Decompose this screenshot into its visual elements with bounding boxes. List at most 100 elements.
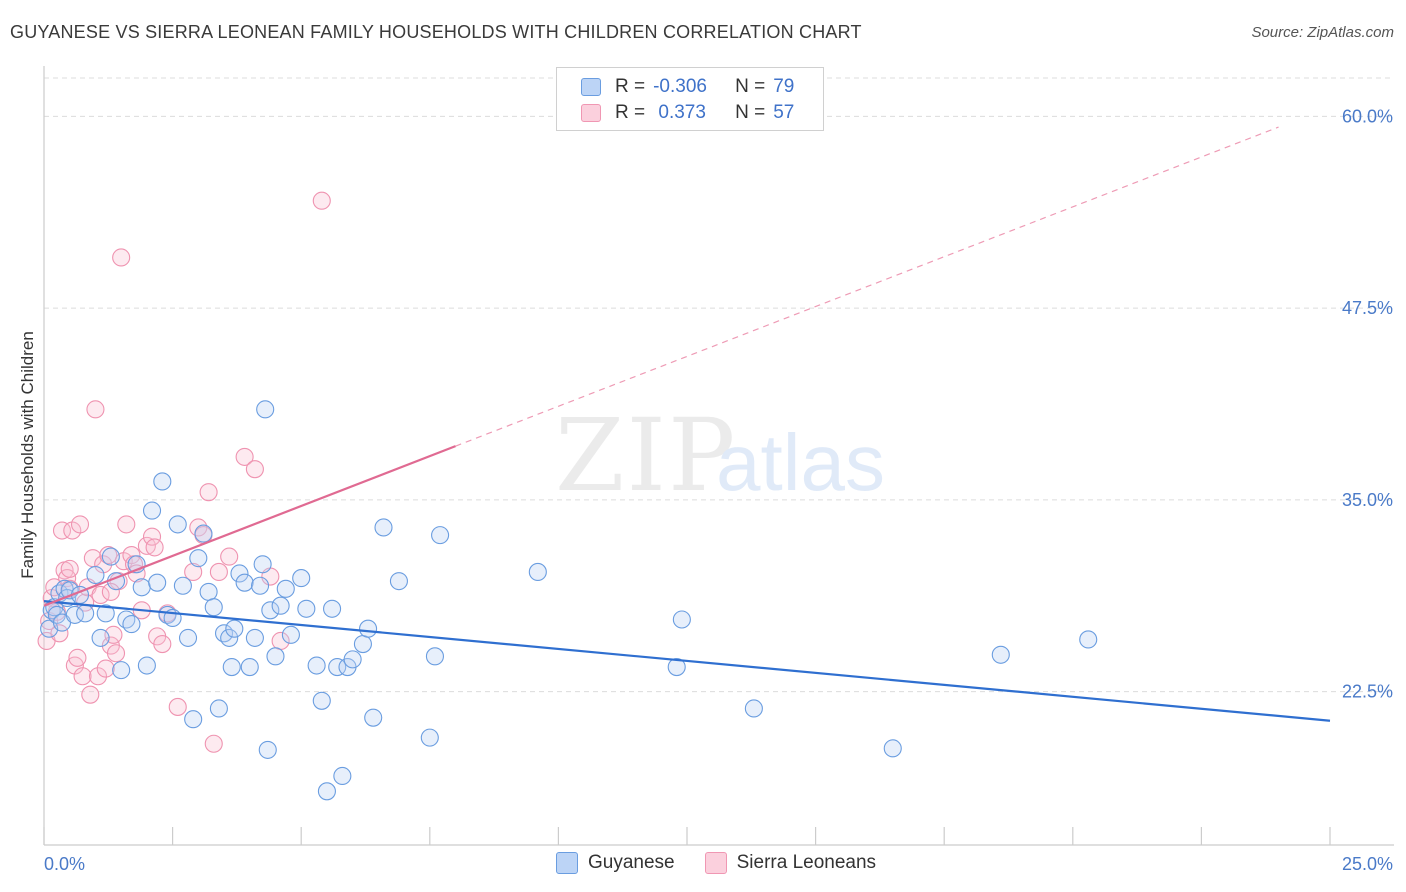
legend-item-sierra-leoneans[interactable]: Sierra Leoneans — [704, 852, 877, 874]
data-point-guyanese — [343, 650, 362, 669]
data-point-guyanese — [353, 634, 372, 654]
tick-labels: 22.5% 35.0% 47.5% 60.0% 0.0% 25.0% — [44, 106, 1393, 874]
data-point-guyanese — [276, 579, 295, 598]
data-point-sierra-leoneans — [184, 562, 203, 581]
data-point-sierra-leoneans — [52, 521, 72, 540]
trend-line-sierra-leoneans — [43, 445, 456, 607]
legend-swatch-sierra-leoneans — [704, 852, 727, 874]
y-tick-label: 35.0% — [1342, 490, 1393, 510]
data-point-sierra-leoneans — [117, 515, 136, 534]
data-point-guyanese — [271, 596, 290, 615]
legend-label-guyanese: Guyanese — [588, 852, 675, 873]
data-point-guyanese — [317, 782, 336, 801]
data-point-sierra-leoneans — [112, 248, 131, 267]
data-point-sierra-leoneans — [88, 667, 108, 686]
data-point-sierra-leoneans — [168, 697, 187, 716]
legend-r-label: R = — [615, 102, 646, 123]
data-point-guyanese — [153, 472, 172, 491]
data-point-guyanese — [230, 564, 249, 583]
data-point-sierra-leoneans — [70, 515, 90, 534]
data-point-guyanese — [112, 661, 131, 680]
data-point-guyanese — [744, 699, 763, 718]
legend-swatch-guyanese — [581, 78, 601, 96]
source-label: Source: ZipAtlas.com — [1251, 24, 1394, 41]
data-point-guyanese — [101, 547, 120, 566]
data-point-guyanese — [281, 625, 300, 644]
data-point-sierra-leoneans — [81, 685, 100, 704]
legend-r-value: -0.306 — [653, 76, 707, 97]
data-point-guyanese — [672, 610, 691, 629]
y-tick-label: 60.0% — [1342, 106, 1393, 126]
data-point-sierra-leoneans — [209, 562, 228, 581]
data-point-guyanese — [204, 598, 223, 617]
y-tick-label: 22.5% — [1342, 682, 1393, 702]
data-point-guyanese — [253, 555, 272, 574]
series-legend: Guyanese Sierra Leoneans — [556, 852, 906, 874]
data-point-guyanese — [235, 573, 254, 592]
stats-legend: R = -0.306 N = 79 R = 0.373 N = 57 — [556, 67, 824, 131]
data-point-guyanese — [420, 728, 439, 747]
y-axis-label: Family Households with Children — [18, 331, 37, 579]
data-point-guyanese — [328, 658, 347, 677]
data-point-guyanese — [431, 526, 450, 545]
data-point-guyanese — [122, 615, 141, 634]
data-point-sierra-leoneans — [68, 648, 87, 667]
data-point-sierra-leoneans — [220, 547, 239, 566]
trend-line-guyanese — [43, 599, 1331, 722]
axes — [43, 66, 1394, 846]
data-point-guyanese — [297, 599, 316, 618]
chart-title: GUYANESE VS SIERRA LEONEAN FAMILY HOUSEH… — [10, 22, 862, 42]
data-point-guyanese — [292, 569, 311, 588]
data-point-guyanese — [168, 515, 187, 534]
legend-row-guyanese: R = -0.306 N = 79 — [581, 75, 794, 99]
watermark: ZIP atlas — [555, 397, 885, 514]
data-point-guyanese — [240, 658, 259, 677]
data-point-guyanese — [148, 573, 167, 592]
data-point-guyanese — [323, 599, 342, 618]
data-point-guyanese — [199, 582, 218, 601]
trend-line-sierra-leoneans-extension — [455, 126, 1279, 447]
data-point-guyanese — [209, 699, 228, 718]
watermark-zip: ZIP — [555, 397, 737, 514]
data-point-guyanese — [307, 656, 326, 675]
data-point-sierra-leoneans — [86, 400, 105, 419]
data-point-sierra-leoneans — [50, 624, 69, 643]
data-point-guyanese — [258, 740, 277, 759]
data-point-guyanese — [173, 576, 192, 595]
data-point-guyanese — [96, 604, 115, 623]
data-point-sierra-leoneans — [235, 447, 254, 466]
legend-r-value: 0.373 — [653, 102, 706, 123]
data-point-guyanese — [374, 518, 393, 537]
data-point-guyanese — [245, 628, 264, 647]
data-point-sierra-leoneans — [137, 536, 156, 555]
legend-swatch-guyanese — [556, 852, 578, 874]
legend-r-label: R = — [615, 76, 646, 97]
data-point-guyanese — [389, 572, 408, 591]
data-point-guyanese — [425, 647, 444, 666]
data-point-guyanese — [137, 656, 156, 675]
x-tick-label: 0.0% — [44, 854, 85, 874]
data-point-guyanese — [364, 708, 383, 727]
series-sierra-leoneans — [37, 191, 331, 753]
legend-n-label: N = — [735, 76, 766, 97]
data-point-sierra-leoneans — [142, 527, 162, 546]
legend-row-sierra-leoneans: R = 0.373 N = 57 — [581, 101, 794, 125]
data-point-guyanese — [528, 562, 547, 581]
data-point-sierra-leoneans — [60, 559, 79, 578]
data-point-sierra-leoneans — [96, 659, 115, 678]
data-point-guyanese — [991, 645, 1010, 664]
legend-label-sierra-leoneans: Sierra Leoneans — [736, 852, 877, 873]
data-point-guyanese — [194, 524, 213, 543]
data-point-guyanese — [1079, 630, 1098, 649]
legend-n-value: 79 — [773, 76, 795, 97]
trend-lines — [43, 126, 1331, 722]
data-point-guyanese — [250, 576, 270, 595]
data-point-guyanese — [883, 739, 902, 758]
data-point-guyanese — [312, 691, 331, 710]
data-point-guyanese — [266, 647, 285, 666]
legend-item-guyanese[interactable]: Guyanese — [556, 852, 675, 874]
data-point-guyanese — [359, 619, 378, 638]
data-point-guyanese — [158, 605, 177, 624]
data-point-sierra-leoneans — [106, 644, 126, 663]
